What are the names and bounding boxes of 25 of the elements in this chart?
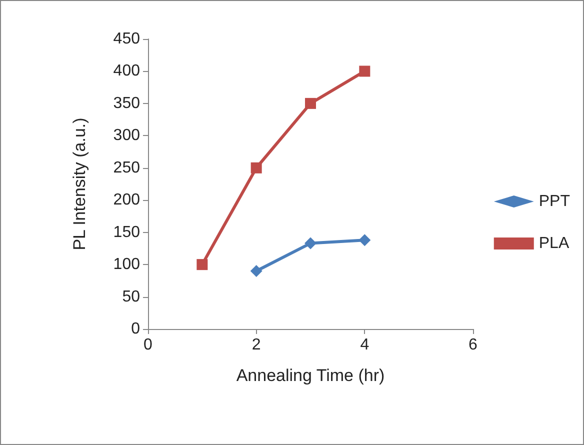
- x-tick-label: 4: [360, 336, 370, 354]
- y-tick-label: 50: [122, 288, 140, 306]
- y-tick-label: 300: [113, 127, 140, 144]
- point: [250, 162, 262, 174]
- point: [250, 265, 262, 277]
- y-tick-label: 0: [131, 320, 140, 338]
- y-tick-label: 400: [113, 62, 140, 80]
- y-tick-label: 150: [113, 224, 140, 241]
- y-axis-title: PL Intensity (a.u.): [70, 118, 89, 250]
- y-tick-label: 200: [113, 192, 140, 209]
- legend-label: PPT: [538, 193, 570, 210]
- x-axis-title: Annealing Time (hr): [236, 366, 385, 385]
- point: [359, 66, 370, 77]
- point: [358, 234, 371, 246]
- y-tick-label: 350: [113, 94, 140, 112]
- y-tick-label: 100: [113, 256, 140, 274]
- y-tick-label: 450: [113, 30, 140, 48]
- point: [305, 98, 316, 109]
- x-tick-label: 0: [144, 336, 153, 354]
- x-tick-label: 6: [468, 336, 478, 354]
- y-tick-label: 250: [113, 159, 140, 176]
- x-tick-label: 2: [252, 336, 261, 354]
- legend-label: PLA: [538, 235, 570, 252]
- point: [304, 237, 316, 250]
- point: [196, 259, 208, 270]
